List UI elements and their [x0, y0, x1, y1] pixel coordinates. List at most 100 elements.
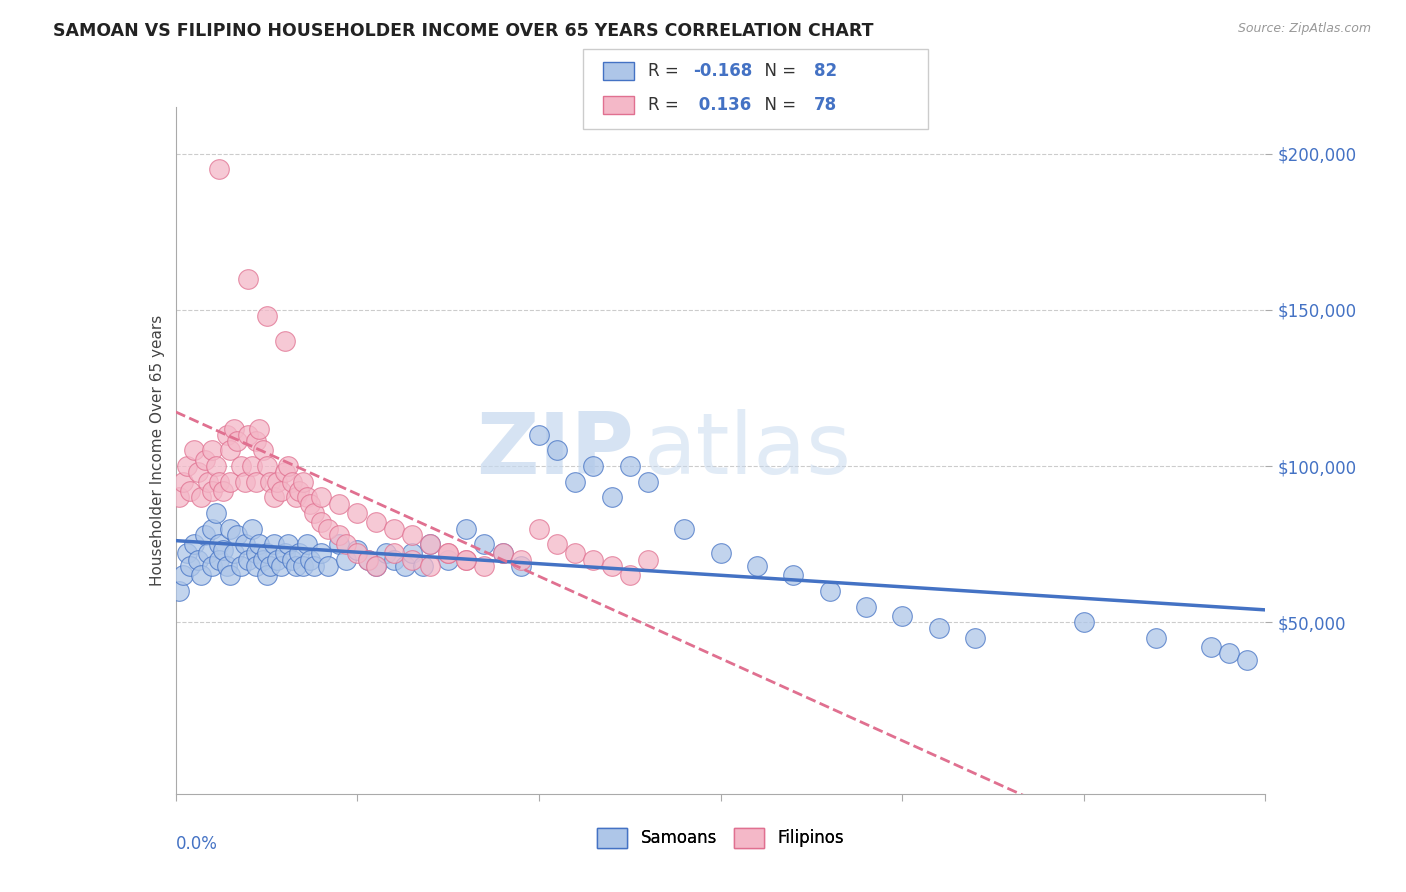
Point [169, 583, 191, 598]
Point [1218, 646, 1240, 660]
Point [328, 496, 350, 510]
Point [284, 490, 307, 504]
Point [215, 428, 238, 442]
Point [891, 608, 914, 623]
Point [401, 546, 423, 561]
Point [509, 552, 531, 567]
Point [328, 528, 350, 542]
Text: atlas: atlas [644, 409, 852, 492]
Text: SAMOAN VS FILIPINO HOUSEHOLDER INCOME OVER 65 YEARS CORRELATION CHART: SAMOAN VS FILIPINO HOUSEHOLDER INCOME OV… [53, 22, 875, 40]
Point [619, 568, 641, 582]
Point [309, 515, 332, 529]
Point [456, 552, 478, 567]
Text: 82: 82 [814, 62, 837, 80]
Point [212, 483, 235, 498]
Point [582, 458, 605, 473]
Point [673, 521, 696, 535]
Point [274, 466, 297, 480]
Point [208, 552, 231, 567]
Point [456, 521, 478, 535]
Point [231, 558, 253, 574]
Point [256, 309, 278, 323]
Point [375, 546, 398, 561]
Point [299, 552, 322, 567]
Point [364, 558, 387, 574]
Point [288, 546, 311, 561]
Point [346, 543, 368, 558]
Point [256, 458, 278, 473]
Point [309, 490, 332, 504]
Point [183, 443, 205, 458]
Point [245, 475, 267, 489]
Point [256, 568, 278, 582]
Point [437, 546, 460, 561]
Point [172, 568, 194, 582]
Point [419, 537, 441, 551]
Legend: Samoans, Filipinos: Samoans, Filipinos [591, 822, 851, 855]
Point [247, 422, 270, 436]
Point [394, 558, 416, 574]
Point [240, 458, 263, 473]
Point [222, 422, 245, 436]
Point [328, 537, 350, 551]
Point [782, 568, 804, 582]
Point [963, 631, 986, 645]
Point [382, 521, 405, 535]
Point [197, 546, 219, 561]
Point [637, 552, 659, 567]
Point [456, 552, 478, 567]
Text: ZIP: ZIP [475, 409, 633, 492]
Point [1236, 653, 1258, 667]
Point [509, 558, 531, 574]
Point [204, 506, 226, 520]
Point [291, 475, 314, 489]
Point [238, 552, 260, 567]
Point [299, 496, 322, 510]
Point [169, 490, 191, 504]
Point [219, 475, 242, 489]
Y-axis label: Householder Income Over 65 years: Householder Income Over 65 years [149, 315, 165, 586]
Point [176, 458, 198, 473]
Point [474, 558, 496, 574]
Point [274, 334, 297, 348]
Point [222, 546, 245, 561]
Point [335, 552, 357, 567]
Point [474, 537, 496, 551]
Point [437, 546, 460, 561]
Point [186, 466, 209, 480]
Point [186, 552, 209, 567]
Point [238, 428, 260, 442]
Point [302, 506, 325, 520]
Point [245, 558, 267, 574]
Point [619, 458, 641, 473]
Point [346, 506, 368, 520]
Point [190, 490, 212, 504]
Point [281, 552, 304, 567]
Point [201, 558, 224, 574]
Point [401, 528, 423, 542]
Point [233, 537, 256, 551]
Point [179, 558, 201, 574]
Point [215, 558, 238, 574]
Point [637, 475, 659, 489]
Point [252, 552, 274, 567]
Text: N =: N = [754, 62, 801, 80]
Point [600, 490, 623, 504]
Text: 78: 78 [814, 96, 837, 114]
Text: 0.0%: 0.0% [176, 835, 218, 853]
Point [233, 475, 256, 489]
Point [219, 568, 242, 582]
Point [256, 546, 278, 561]
Point [284, 558, 307, 574]
Point [240, 521, 263, 535]
Point [1073, 615, 1095, 630]
Point [190, 568, 212, 582]
Point [281, 475, 304, 489]
Point [201, 443, 224, 458]
Point [855, 599, 877, 614]
Point [419, 537, 441, 551]
Point [364, 515, 387, 529]
Point [270, 558, 292, 574]
Point [546, 537, 568, 551]
Point [172, 475, 194, 489]
